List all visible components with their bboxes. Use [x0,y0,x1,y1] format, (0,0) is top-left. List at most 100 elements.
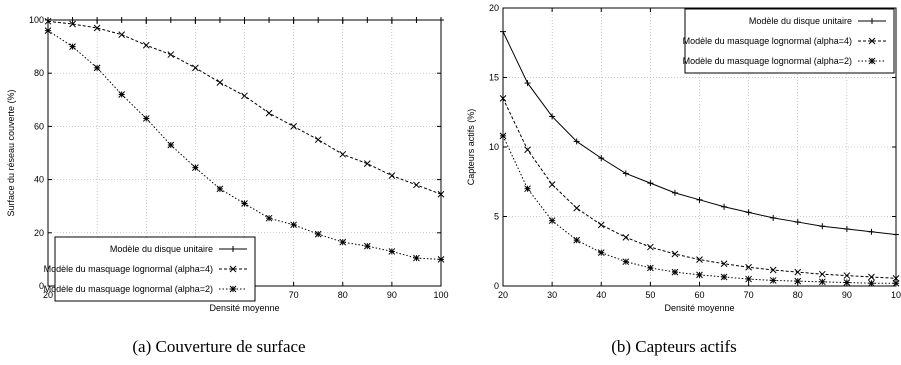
legend-label: Modèle du masquage lognormal (alpha=4) [44,264,213,274]
data-point [524,80,531,87]
data-point [216,185,224,193]
series-line [47,30,442,260]
data-point [314,230,322,238]
data-point [143,17,150,23]
x-tick-label: 80 [338,290,348,300]
legend-marker [230,246,236,252]
data-point [167,17,174,23]
legend-label: Modèle du disque unitaire [749,16,852,26]
x-tick-label: 60 [694,290,704,300]
x-axis-label: Densité moyenne [209,303,279,313]
data-point [192,164,199,171]
data-point [241,92,248,100]
y-tick-label: 0 [494,281,499,291]
data-point [770,214,777,221]
data-point [216,79,224,86]
data-point [93,24,101,32]
x-tick-label: 90 [387,290,397,300]
data-point [167,51,175,58]
data-point [622,233,630,241]
x-tick-label: 40 [596,290,606,300]
data-point [818,278,826,286]
data-point [118,17,125,23]
y-tick-label: 5 [494,212,499,222]
data-point [598,155,605,162]
legend: Modèle du disque unitaire Modèle du masqu… [683,8,895,74]
legend-label: Modèle du masquage lognormal (alpha=2) [683,56,852,66]
data-point [437,190,445,198]
x-tick-label: 100 [433,290,448,300]
data-point [843,226,850,233]
y-axis-label: Capteurs actifs (%) [466,109,476,186]
x-tick-label: 20 [43,290,53,300]
data-point [142,41,150,49]
data-point [819,223,826,230]
data-point [818,270,826,278]
legend-marker [229,265,237,273]
data-point [647,264,654,272]
data-point [339,150,347,158]
data-point [671,189,678,196]
data-point [597,249,605,256]
x-tick-label: 30 [547,290,557,300]
data-point [499,132,507,140]
data-point [843,279,851,286]
series-line [502,98,897,279]
data-point [142,115,150,122]
data-point [696,196,703,203]
data-point [69,20,76,28]
data-point [290,123,297,130]
data-point [794,268,802,276]
data-point [44,27,52,34]
data-point [720,260,728,268]
data-point [265,214,273,222]
data-point [671,250,679,258]
y-tick-label: 10 [489,142,499,152]
data-point [167,141,175,149]
data-point [622,258,630,266]
data-point [769,266,777,274]
data-point [413,17,420,23]
data-point [745,275,752,283]
x-tick-label: 50 [645,290,655,300]
y-tick-label: 0 [39,281,44,291]
x-tick-label: 70 [289,290,299,300]
data-point [69,43,76,50]
data-point [893,231,899,238]
data-point [573,204,581,212]
series-2 [499,94,900,282]
data-point [769,277,777,284]
data-point [868,279,875,287]
data-point [216,17,223,23]
x-axis-label: Densité moyenne [664,303,734,313]
data-point [500,28,506,35]
data-point [794,277,802,285]
data-point [192,64,199,72]
data-point [314,136,322,144]
data-point [548,217,556,225]
y-tick-label: 40 [34,175,44,185]
legend-label: Modèle du disque unitaire [110,244,213,254]
data-point [843,272,851,279]
data-point [549,113,556,120]
data-point [868,228,875,235]
data-point [438,17,444,23]
y-tick-label: 80 [34,68,44,78]
data-point [721,203,728,210]
data-point [868,273,875,281]
series-line [502,135,896,284]
data-point [290,17,297,23]
series-1 [500,28,899,238]
y-tick-label: 20 [489,3,499,13]
data-point [573,138,580,145]
data-point [388,172,396,179]
data-point [69,17,76,23]
data-point [573,236,581,244]
data-point [265,109,273,117]
x-tick-label: 90 [842,290,852,300]
data-point [548,181,556,188]
data-point [892,275,900,282]
legend: Modèle du disque unitaire Modèle du masqu… [44,236,256,302]
